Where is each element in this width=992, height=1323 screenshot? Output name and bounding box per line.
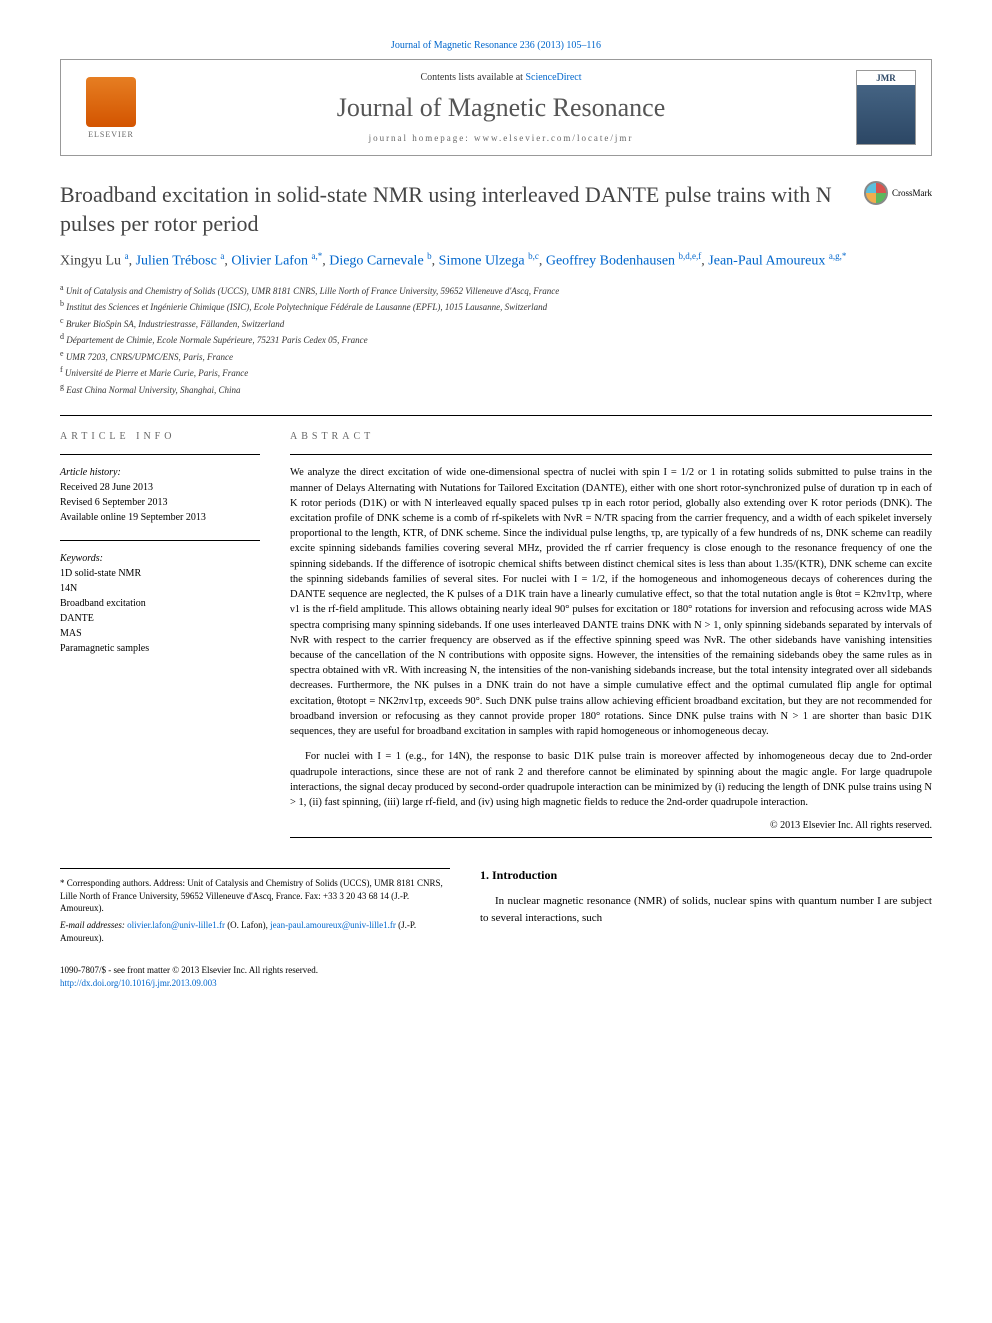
affiliation-line: b Institut des Sciences et Ingénierie Ch… xyxy=(60,298,932,315)
top-citation: Journal of Magnetic Resonance 236 (2013)… xyxy=(60,40,932,51)
abstract-column: ABSTRACT We analyze the direct excitatio… xyxy=(290,431,932,838)
abstract-copyright: © 2013 Elsevier Inc. All rights reserved… xyxy=(290,820,932,831)
affiliation-line: a Unit of Catalysis and Chemistry of Sol… xyxy=(60,282,932,299)
journal-cover-thumbnail: JMR xyxy=(856,70,916,145)
cover-label: JMR xyxy=(857,71,915,85)
contents-prefix: Contents lists available at xyxy=(420,72,525,83)
journal-name: Journal of Magnetic Resonance xyxy=(146,93,856,123)
abstract-heading: ABSTRACT xyxy=(290,431,932,442)
email-link-2[interactable]: jean-paul.amoureux@univ-lille1.fr xyxy=(270,920,396,930)
history-line: Available online 19 September 2013 xyxy=(60,510,260,525)
article-info-heading: ARTICLE INFO xyxy=(60,431,260,442)
affiliation-line: d Département de Chimie, Ecole Normale S… xyxy=(60,331,932,348)
abstract-paragraph-1: We analyze the direct excitation of wide… xyxy=(290,465,932,739)
email-who-1: (O. Lafon), xyxy=(225,920,270,930)
doi-link[interactable]: http://dx.doi.org/10.1016/j.jmr.2013.09.… xyxy=(60,978,217,988)
keyword-line: 14N xyxy=(60,581,260,596)
article-title: Broadband excitation in solid-state NMR … xyxy=(60,181,844,238)
author-list: Xingyu Lu a, Julien Trébosc a, Olivier L… xyxy=(60,250,932,272)
corresponding-author-footnote: * Corresponding authors. Address: Unit o… xyxy=(60,868,450,944)
history-line: Received 28 June 2013 xyxy=(60,480,260,495)
keyword-line: MAS xyxy=(60,626,260,641)
affiliation-line: f Université de Pierre et Marie Curie, P… xyxy=(60,364,932,381)
affiliation-line: g East China Normal University, Shanghai… xyxy=(60,381,932,398)
history-line: Revised 6 September 2013 xyxy=(60,495,260,510)
elsevier-label: ELSEVIER xyxy=(88,130,134,139)
crossmark-icon xyxy=(864,181,888,205)
article-info-column: ARTICLE INFO Article history: Received 2… xyxy=(60,431,260,838)
affiliation-line: e UMR 7203, CNRS/UPMC/ENS, Paris, France xyxy=(60,348,932,365)
corr-author-text: * Corresponding authors. Address: Unit o… xyxy=(60,877,450,915)
journal-homepage: journal homepage: www.elsevier.com/locat… xyxy=(146,133,856,143)
keyword-line: Broadband excitation xyxy=(60,596,260,611)
elsevier-tree-icon xyxy=(86,77,136,127)
introduction-text: In nuclear magnetic resonance (NMR) of s… xyxy=(480,893,932,926)
crossmark-badge[interactable]: CrossMark xyxy=(864,181,932,205)
keywords-label: Keywords: xyxy=(60,551,260,566)
keyword-line: DANTE xyxy=(60,611,260,626)
crossmark-label: CrossMark xyxy=(892,188,932,198)
introduction-heading: 1. Introduction xyxy=(480,868,932,883)
elsevier-logo: ELSEVIER xyxy=(76,70,146,145)
affiliations-list: a Unit of Catalysis and Chemistry of Sol… xyxy=(60,282,932,398)
email-link-1[interactable]: olivier.lafon@univ-lille1.fr xyxy=(127,920,225,930)
abstract-paragraph-2: For nuclei with I = 1 (e.g., for 14N), t… xyxy=(290,749,932,810)
introduction-column: 1. Introduction In nuclear magnetic reso… xyxy=(480,868,932,944)
journal-header: ELSEVIER Contents lists available at Sci… xyxy=(60,59,932,156)
keyword-line: Paramagnetic samples xyxy=(60,641,260,656)
footer: 1090-7807/$ - see front matter © 2013 El… xyxy=(60,964,932,989)
email-label: E-mail addresses: xyxy=(60,920,127,930)
contents-list-line: Contents lists available at ScienceDirec… xyxy=(146,72,856,83)
keyword-line: 1D solid-state NMR xyxy=(60,566,260,581)
history-label: Article history: xyxy=(60,465,260,480)
front-matter-line: 1090-7807/$ - see front matter © 2013 El… xyxy=(60,964,932,977)
affiliation-line: c Bruker BioSpin SA, Industriestrasse, F… xyxy=(60,315,932,332)
sciencedirect-link[interactable]: ScienceDirect xyxy=(525,72,581,83)
divider xyxy=(60,415,932,416)
